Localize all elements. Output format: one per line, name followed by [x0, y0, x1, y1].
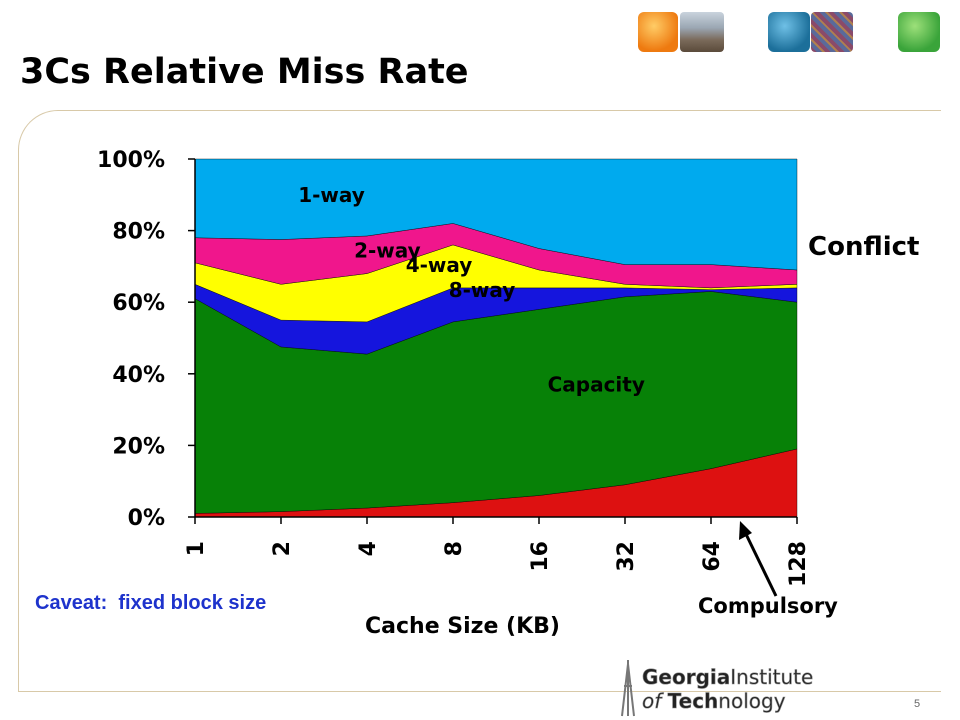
compulsory-label: Compulsory — [698, 594, 838, 618]
x-tick-label: 16 — [528, 541, 553, 572]
area-1-way — [194, 158, 798, 271]
y-tick-label: 100% — [97, 148, 165, 173]
x-tick-label: 2 — [270, 541, 295, 556]
svg-text:of Technology: of Technology — [642, 689, 786, 713]
series-label-2-way: 2-way — [354, 238, 421, 262]
x-tick-label: 4 — [356, 541, 381, 556]
series-label-capacity: Capacity — [548, 373, 645, 397]
x-tick-label: 1 — [184, 541, 209, 556]
page-number: 5 — [914, 698, 921, 710]
compulsory-pointer-arrowhead — [739, 521, 752, 540]
y-tick-label: 20% — [112, 434, 165, 459]
x-tick-label: 128 — [786, 541, 811, 587]
header-thumbnail-green — [898, 12, 940, 52]
svg-text:GeorgiaInstitute: GeorgiaInstitute — [642, 665, 813, 689]
x-tick-label: 8 — [442, 541, 467, 556]
y-tick-label: 60% — [112, 291, 165, 316]
content-frame — [18, 110, 941, 692]
header-thumbnail-circuit — [811, 12, 853, 52]
x-axis-title: Cache Size (KB) — [365, 614, 560, 639]
header-thumbnail-teal — [768, 12, 810, 52]
x-tick-label: 64 — [700, 541, 725, 572]
series-label-4-way: 4-way — [406, 253, 473, 277]
georgia-tech-logo: GeorgiaInstitute of Technology — [621, 660, 814, 717]
y-tick-label: 0% — [128, 506, 165, 531]
header-thumbnail-orange — [638, 12, 678, 52]
caveat-note: Caveat: fixed block size — [35, 592, 267, 614]
series-label-1-way: 1-way — [298, 183, 365, 207]
x-tick-label: 32 — [614, 541, 639, 572]
conflict-label: Conflict — [808, 232, 920, 262]
compulsory-pointer-arrow — [742, 529, 778, 597]
header-thumbnail-campus-photo — [680, 12, 724, 52]
y-tick-label: 40% — [112, 363, 165, 388]
page-title: 3Cs Relative Miss Rate — [20, 52, 469, 92]
y-tick-label: 80% — [112, 220, 165, 245]
series-label-8-way: 8-way — [449, 278, 516, 302]
